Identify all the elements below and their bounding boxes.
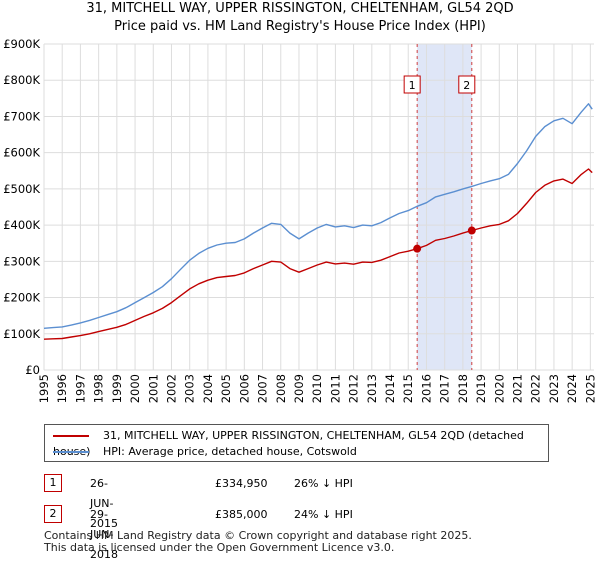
x-tick-label: 1998 bbox=[92, 374, 106, 403]
transaction-number-badge: 1 bbox=[44, 474, 62, 492]
marker-badge-label: 1 bbox=[409, 79, 416, 92]
x-tick-label: 2005 bbox=[219, 374, 233, 403]
y-tick-label: £200K bbox=[3, 291, 40, 305]
price-chart: 1 2 £0 £100K £200K £300K £400K £500K £600K £700K… bbox=[3, 37, 597, 403]
x-tick-label: 2001 bbox=[146, 374, 160, 403]
chart-title: 31, MITCHELL WAY, UPPER RISSINGTON, CHEL… bbox=[0, 0, 600, 36]
x-tick-label: 2000 bbox=[128, 374, 142, 403]
title-line-2: Price paid vs. HM Land Registry's House … bbox=[114, 19, 486, 34]
x-tick-label: 2009 bbox=[292, 374, 306, 403]
x-tick-label: 2011 bbox=[328, 374, 342, 403]
transaction-price: £334,950 bbox=[215, 477, 268, 490]
property-price-line bbox=[43, 168, 593, 340]
legend-label-hpi: HPI: Average price, detached house, Cots… bbox=[103, 445, 357, 458]
x-tick-label: 2019 bbox=[474, 374, 488, 403]
x-tick-label: 1995 bbox=[37, 374, 51, 403]
x-tick-label: 1997 bbox=[73, 374, 87, 403]
x-tick-label: 2016 bbox=[419, 374, 433, 403]
legend: 31, MITCHELL WAY, UPPER RISSINGTON, CHEL… bbox=[44, 424, 549, 462]
x-tick-label: 2003 bbox=[183, 374, 197, 403]
x-tick-label: 2006 bbox=[237, 374, 251, 403]
x-tick-label: 2022 bbox=[529, 374, 543, 403]
y-tick-label: £0 bbox=[25, 363, 40, 377]
x-tick-label: 2007 bbox=[256, 374, 270, 403]
x-tick-label: 2024 bbox=[565, 374, 579, 403]
hpi-line bbox=[43, 103, 593, 329]
transaction-date: 26-JUN-2015 bbox=[90, 477, 118, 530]
transaction-date: 29-JUN-2018 bbox=[90, 508, 118, 561]
legend-swatch-hpi bbox=[53, 451, 89, 453]
y-tick-label: £300K bbox=[3, 254, 40, 268]
y-tick-label: £400K bbox=[3, 218, 40, 232]
y-tick-label: £500K bbox=[3, 182, 40, 196]
title-line-1: 31, MITCHELL WAY, UPPER RISSINGTON, CHEL… bbox=[86, 1, 514, 16]
x-tick-label: 2020 bbox=[492, 374, 506, 403]
x-tick-label: 1999 bbox=[110, 374, 124, 403]
x-tick-label: 2002 bbox=[164, 374, 178, 403]
licence-notice: This data is licensed under the Open Gov… bbox=[44, 541, 395, 554]
transaction-number-badge: 2 bbox=[44, 505, 62, 523]
x-tick-label: 2021 bbox=[511, 374, 525, 403]
legend-item-property: 31, MITCHELL WAY, UPPER RISSINGTON, CHEL… bbox=[53, 428, 548, 458]
legend-item-hpi: HPI: Average price, detached house, Cots… bbox=[53, 444, 357, 460]
y-tick-label: £700K bbox=[3, 109, 40, 123]
footer: Contains HM Land Registry data © Crown c… bbox=[44, 530, 472, 554]
x-tick-label: 2023 bbox=[547, 374, 561, 403]
x-tick-label: 2018 bbox=[456, 374, 470, 403]
marker-badge bbox=[458, 75, 476, 94]
marker-badge-label: 2 bbox=[463, 79, 470, 92]
transaction-price: £385,000 bbox=[215, 508, 268, 521]
y-tick-label: £800K bbox=[3, 73, 40, 87]
y-tick-label: £900K bbox=[3, 37, 40, 51]
x-tick-label: 2012 bbox=[347, 374, 361, 403]
sale-point bbox=[413, 244, 422, 253]
sale-point bbox=[467, 226, 476, 235]
transaction-hpi-diff: 24% ↓ HPI bbox=[294, 508, 353, 521]
x-tick-label: 2004 bbox=[201, 374, 215, 403]
x-tick-label: 2013 bbox=[365, 374, 379, 403]
y-tick-label: £600K bbox=[3, 146, 40, 160]
x-tick-label: 2008 bbox=[274, 374, 288, 403]
transaction-hpi-diff: 26% ↓ HPI bbox=[294, 477, 353, 490]
legend-label-property: 31, MITCHELL WAY, UPPER RISSINGTON, CHEL… bbox=[53, 429, 524, 458]
y-tick-label: £100K bbox=[3, 327, 40, 341]
x-tick-label: 2017 bbox=[438, 374, 452, 403]
copyright-notice: Contains HM Land Registry data © Crown c… bbox=[44, 529, 472, 542]
legend-swatch-property bbox=[53, 435, 89, 437]
x-tick-label: 2010 bbox=[310, 374, 324, 403]
x-tick-label: 2025 bbox=[583, 374, 597, 403]
x-tick-label: 2014 bbox=[383, 374, 397, 403]
marker-badge bbox=[403, 75, 421, 94]
x-tick-label: 1996 bbox=[55, 374, 69, 403]
x-tick-label: 2015 bbox=[401, 374, 415, 403]
